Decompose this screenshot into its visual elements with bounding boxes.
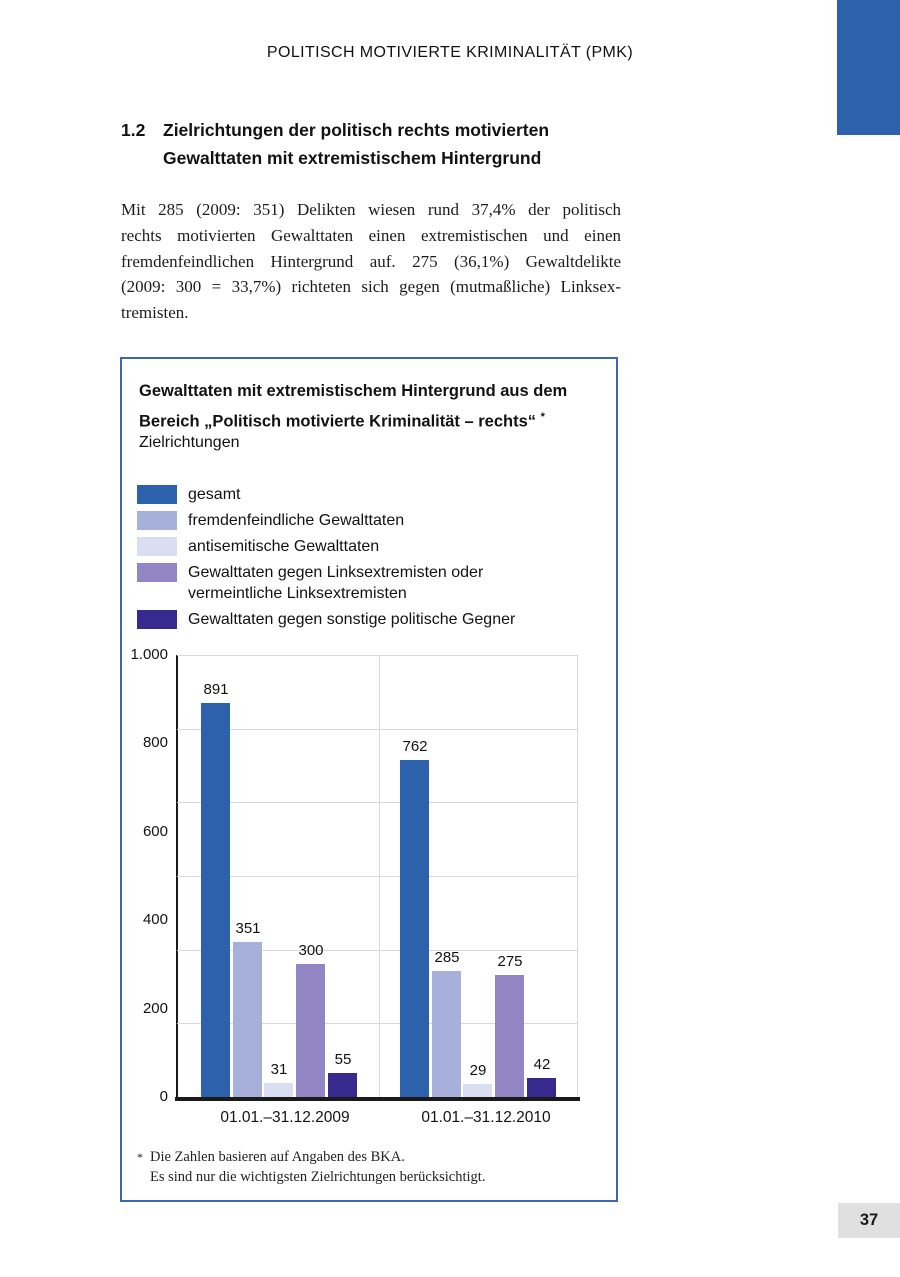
bar-value-label: 891 xyxy=(203,681,229,698)
y-tick-label: 600 xyxy=(142,823,168,840)
v-gridline xyxy=(379,655,380,1097)
h-gridline xyxy=(177,729,578,730)
para-line: fremdenfeindlichen Hintergrund auf. 275 … xyxy=(121,251,621,271)
y-tick-label: 1.000 xyxy=(130,646,168,663)
legend-label: Gewalttaten gegen sonstige politische Ge… xyxy=(188,609,515,630)
bar-value-label: 300 xyxy=(298,942,324,959)
bar-value-label: 285 xyxy=(434,949,460,966)
legend-item: Gewalttaten gegen sonstige politische Ge… xyxy=(137,609,515,630)
bar xyxy=(527,1078,556,1097)
footnote-text: Die Zahlen basieren auf Angaben des BKA.… xyxy=(150,1148,485,1187)
legend-label: gesamt xyxy=(188,484,240,505)
para-line: tremisten. xyxy=(121,303,189,323)
page-number-badge: 37 xyxy=(838,1203,900,1238)
legend-label-line: antisemitische Gewalttaten xyxy=(188,538,380,555)
bar-value-label: 275 xyxy=(497,953,523,970)
legend-item: gesamt xyxy=(137,484,515,505)
legend-item: Gewalttaten gegen Linksextremisten oder v… xyxy=(137,562,515,604)
x-category-label: 01.01.–31.12.2010 xyxy=(421,1109,551,1126)
x-axis-line xyxy=(175,1097,580,1101)
chart-title: Gewalttaten mit extremistischem Hintergr… xyxy=(139,378,567,435)
para-line: Mit 285 (2009: 351) Delikten wiesen rund… xyxy=(121,200,621,219)
para-line: (2009: 300 = 33,7%) richteten sich gegen… xyxy=(121,277,621,297)
bar xyxy=(233,942,262,1097)
bar-value-label: 29 xyxy=(469,1062,487,1079)
bar-value-label: 351 xyxy=(235,920,261,937)
legend-label-line: Gewalttaten gegen Linksextremisten oder xyxy=(188,564,484,581)
footnote-asterisk: * xyxy=(137,1150,143,1164)
bar xyxy=(328,1073,357,1097)
h-gridline xyxy=(177,950,578,951)
legend-label-line: fremdenfeindliche Gewalttaten xyxy=(188,512,405,529)
sec-line: Zielrichtungen der politisch rechts moti… xyxy=(163,120,550,140)
section-heading: 1.2 Zielrichtungen der politisch rechts … xyxy=(121,116,549,172)
y-tick-label: 0 xyxy=(159,1088,168,1105)
para-line: rechts motivierten Gewalttaten einen ext… xyxy=(121,225,621,245)
running-header: POLITISCH MOTIVIERTE KRIMINALITÄT (PMK) xyxy=(266,44,634,61)
legend-item: fremdenfeindliche Gewalttaten xyxy=(137,510,515,531)
y-axis-tick-labels: 1.000 800 600 400 200 0 xyxy=(130,646,168,1105)
bar xyxy=(400,760,429,1097)
x-axis-category-labels: 01.01.–31.12.2009 01.01.–31.12.2010 xyxy=(177,1109,578,1131)
body-paragraph: Mit 285 (2009: 351) Delikten wiesen rund… xyxy=(121,197,621,326)
y-tick-label: 800 xyxy=(142,734,168,751)
legend-label: fremdenfeindliche Gewalttaten xyxy=(188,510,404,531)
chart-box: Gewalttaten mit extremistischem Hintergr… xyxy=(120,357,618,1202)
bar xyxy=(296,964,325,1097)
bar xyxy=(432,971,461,1097)
chart-legend: gesamt fremdenfeindliche Gewalttaten antis… xyxy=(137,484,515,635)
chart-title-line-2: Bereich „Politisch motivierte Kriminalit… xyxy=(139,411,545,431)
fn-line: Die Zahlen basieren auf Angaben des BKA. xyxy=(150,1149,405,1165)
legend-swatch xyxy=(137,511,177,530)
bar xyxy=(201,703,230,1097)
bar xyxy=(264,1083,293,1097)
bar-value-label: 31 xyxy=(270,1061,288,1078)
legend-swatch xyxy=(137,563,177,582)
section-number: 1.2 xyxy=(121,120,146,140)
h-gridline xyxy=(177,1023,578,1024)
bar-value-label: 55 xyxy=(334,1051,352,1068)
v-gridline xyxy=(577,655,578,1097)
bar-value-label: 762 xyxy=(402,738,428,755)
h-gridline xyxy=(177,802,578,803)
legend-label-line: Gewalttaten gegen sonstige politische Ge… xyxy=(188,611,516,628)
h-gridline xyxy=(177,876,578,877)
h-gridline xyxy=(177,655,578,656)
y-tick-label: 200 xyxy=(142,1000,168,1017)
legend-label: antisemitische Gewalttaten xyxy=(188,536,379,557)
legend-swatch xyxy=(137,537,177,556)
legend-swatch xyxy=(137,485,177,504)
legend-swatch xyxy=(137,610,177,629)
y-tick-label: 400 xyxy=(142,911,168,928)
legend-label-line: gesamt xyxy=(188,486,241,503)
legend-label-line: vermeintliche Linksextremisten xyxy=(188,585,407,602)
legend-label: Gewalttaten gegen Linksextremisten oder v… xyxy=(188,562,483,604)
sec-line: Gewalttaten mit extremistischem Hintergr… xyxy=(163,148,542,168)
bar-value-label: 42 xyxy=(533,1056,551,1073)
title-asterisk: * xyxy=(540,411,545,423)
chart-footnote: * Die Zahlen basieren auf Angaben des BK… xyxy=(137,1148,485,1187)
section-heading-text: Zielrichtungen der politisch rechts moti… xyxy=(163,116,549,172)
x-category-label: 01.01.–31.12.2009 xyxy=(220,1109,350,1126)
bar xyxy=(463,1084,492,1097)
chart-plot: 891 762 351 285 31 29 300 275 55 42 xyxy=(175,655,580,1101)
chart-title-line-1: Gewalttaten mit extremistischem Hintergr… xyxy=(139,382,568,400)
bar xyxy=(495,975,524,1097)
fn-line: Es sind nur die wichtigsten Zielrichtung… xyxy=(150,1168,486,1185)
corner-accent-rect xyxy=(837,0,900,135)
chart-subtitle: Zielrichtungen xyxy=(139,434,240,451)
legend-item: antisemitische Gewalttaten xyxy=(137,536,515,557)
